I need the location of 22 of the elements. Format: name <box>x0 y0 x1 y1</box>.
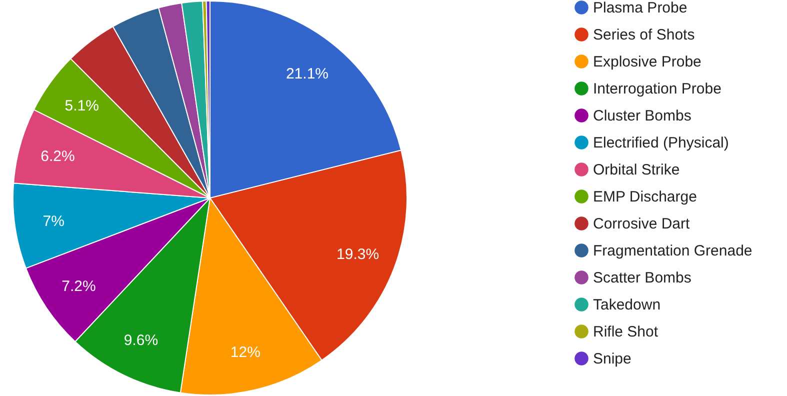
legend-label: Corrosive Dart <box>593 216 691 232</box>
data-label: 5.1% <box>64 98 99 115</box>
legend-label: Electrified (Physical) <box>593 134 729 152</box>
legend-label: Orbital Strike <box>593 162 680 178</box>
data-label: 7% <box>42 212 64 230</box>
legend-label: Plasma Probe <box>593 0 688 16</box>
data-label: 19.3% <box>336 246 380 263</box>
legend-label: Fragmentation Grenade <box>593 242 752 260</box>
legend-label: Interrogation Probe <box>593 80 722 98</box>
legend-label: Rifle Shot <box>593 324 659 340</box>
data-label: 12% <box>230 344 260 361</box>
legend-label: Cluster Bombs <box>593 108 692 124</box>
legend-label: Scatter Bombs <box>593 270 692 286</box>
data-label: 6.2% <box>40 148 75 165</box>
legend-label: Takedown <box>593 296 661 314</box>
data-label: 9.6% <box>124 332 158 350</box>
legend-label: Series of Shots <box>593 26 695 44</box>
data-label: 21.1% <box>286 65 329 82</box>
data-label: 7.2% <box>62 278 96 295</box>
legend-label: EMP Discharge <box>593 188 697 206</box>
legend-label: Snipe <box>593 350 632 368</box>
legend-label: Explosive Probe <box>593 54 702 70</box>
